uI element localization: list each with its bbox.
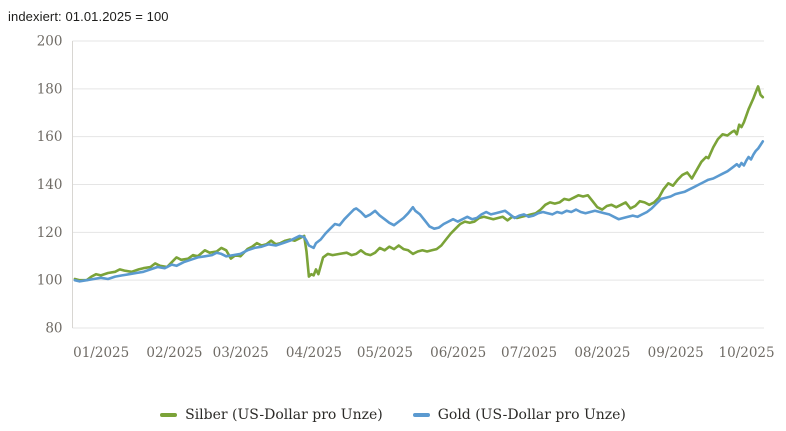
x-tick-label: 10/2025 (719, 345, 775, 361)
gold-line-swatch-icon (412, 412, 430, 418)
y-tick-label: 100 (37, 273, 63, 289)
x-tick-label: 09/2025 (648, 345, 704, 361)
x-tick-label: 02/2025 (146, 345, 202, 361)
gold-line (73, 140, 765, 283)
silver-line-swatch-icon (160, 412, 178, 418)
chart-legend: Silber (US-Dollar pro Unze) Gold (US-Dol… (0, 403, 786, 427)
x-tick-label: 06/2025 (430, 345, 486, 361)
chart-title: indexiert: 01.01.2025 = 100 (8, 9, 169, 24)
y-tick-label: 160 (37, 129, 63, 145)
legend-item-silver: Silber (US-Dollar pro Unze) (160, 407, 383, 423)
x-tick-label: 01/2025 (73, 345, 129, 361)
legend-label-silver: Silber (US-Dollar pro Unze) (185, 407, 383, 423)
x-tick-label: 04/2025 (286, 345, 342, 361)
y-tick-label: 180 (37, 81, 63, 97)
y-tick-label: 120 (37, 225, 63, 241)
y-tick-label: 140 (37, 177, 63, 193)
x-tick-label: 05/2025 (357, 345, 413, 361)
x-tick-label: 07/2025 (501, 345, 557, 361)
y-tick-label: 80 (45, 321, 62, 337)
legend-item-gold: Gold (US-Dollar pro Unze) (412, 407, 626, 423)
x-tick-label: 03/2025 (213, 345, 269, 361)
silver-line (73, 85, 765, 282)
y-tick-label: 200 (37, 34, 63, 50)
x-tick-label: 08/2025 (574, 345, 630, 361)
legend-label-gold: Gold (US-Dollar pro Unze) (437, 407, 626, 423)
